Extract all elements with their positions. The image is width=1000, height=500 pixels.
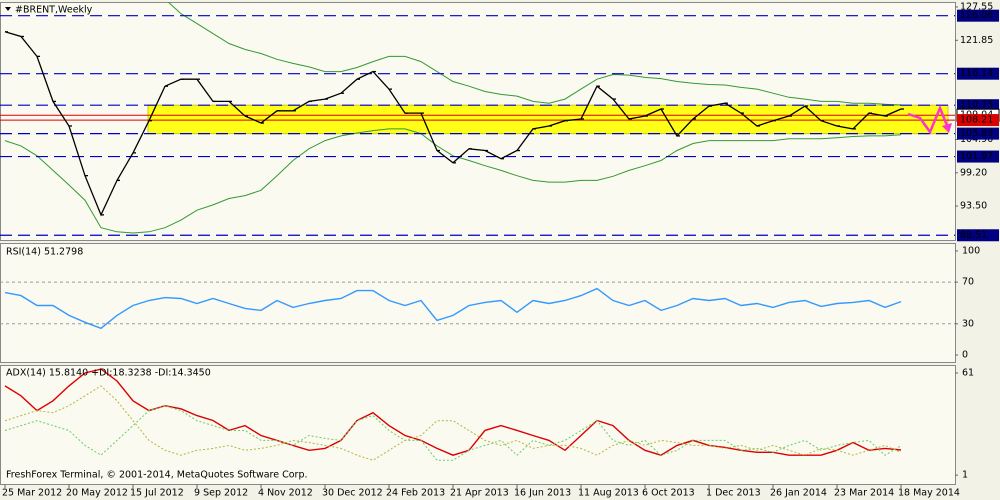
y-tick-label: 99.20 xyxy=(960,167,987,178)
plot-area xyxy=(0,2,955,236)
level-label: 126.06 xyxy=(960,10,993,21)
adx-panel xyxy=(0,365,956,485)
rsi-title: RSI(14) 51.2798 xyxy=(6,247,83,258)
level-label-box xyxy=(957,229,999,242)
x-tick-label: 30 Dec 2012 xyxy=(322,488,383,499)
level-label-box xyxy=(957,150,999,163)
adx-title: ADX(14) 15.8140 +DI:18.3238 -DI:14.3450 xyxy=(6,368,211,379)
y-tick-label: 127.55 xyxy=(960,1,993,12)
menu-triangle[interactable] xyxy=(5,7,11,11)
x-tick-label: 23 Mar 2014 xyxy=(834,488,894,499)
x-tick-label: 6 Oct 2013 xyxy=(642,488,695,499)
x-tick-label: 20 May 2012 xyxy=(66,488,128,499)
x-tick-label: 18 May 2014 xyxy=(898,488,960,499)
x-tick-label: 25 Mar 2012 xyxy=(2,488,62,499)
plot-area xyxy=(0,281,955,330)
red-level-label-box xyxy=(957,114,999,127)
footer: FreshForex Terminal, © 2001-2014, MetaQu… xyxy=(6,470,308,481)
level-label-box xyxy=(957,67,999,80)
bollinger-upper xyxy=(167,2,902,106)
y-tick-label: 1 xyxy=(962,470,968,481)
y-tick-label: 70 xyxy=(962,277,974,288)
level-label-box xyxy=(957,99,999,112)
bollinger-lower xyxy=(4,128,902,234)
indicator-line xyxy=(4,287,902,330)
level-label: 110.75 xyxy=(960,100,993,111)
y-tick-label: 30 xyxy=(962,318,974,329)
y-tick-label: 61 xyxy=(962,368,974,379)
x-tick-label: 11 Aug 2013 xyxy=(578,488,639,499)
indicator-line xyxy=(4,368,902,456)
forecast-arrowhead xyxy=(942,123,952,133)
support-zone xyxy=(147,104,949,135)
rsi-panel xyxy=(0,243,956,363)
forecast-arrow xyxy=(907,104,950,135)
x-tick-label: 15 Jul 2012 xyxy=(130,488,184,499)
x-tick-label: 24 Feb 2013 xyxy=(386,488,445,499)
y-tick-label: 100 xyxy=(962,245,980,256)
x-tick-label: 4 Nov 2012 xyxy=(258,488,313,499)
y-tick-label: 121.85 xyxy=(960,35,993,46)
x-tick-label: 21 Apr 2013 xyxy=(450,488,509,499)
level-label-box xyxy=(957,127,999,140)
level-label: 88.51 xyxy=(960,230,987,241)
plot-area xyxy=(4,368,902,461)
level-label: 101.97 xyxy=(960,151,993,162)
red-level-label: 108.21 xyxy=(960,115,993,126)
x-tick-label: 1 Dec 2013 xyxy=(706,488,761,499)
level-label: 105.89 xyxy=(960,128,993,139)
level-label: 116.14 xyxy=(960,68,993,79)
chart-title: #BRENT,Weekly xyxy=(15,5,93,16)
x-tick-label: 16 Jun 2013 xyxy=(514,488,571,499)
y-tick-label: 93.50 xyxy=(960,201,987,212)
x-tick-label: 9 Sep 2012 xyxy=(194,488,248,499)
level-label-box xyxy=(957,9,999,22)
y-tick-label: 0 xyxy=(962,350,968,361)
x-tick-label: 26 Jan 2014 xyxy=(770,488,827,499)
